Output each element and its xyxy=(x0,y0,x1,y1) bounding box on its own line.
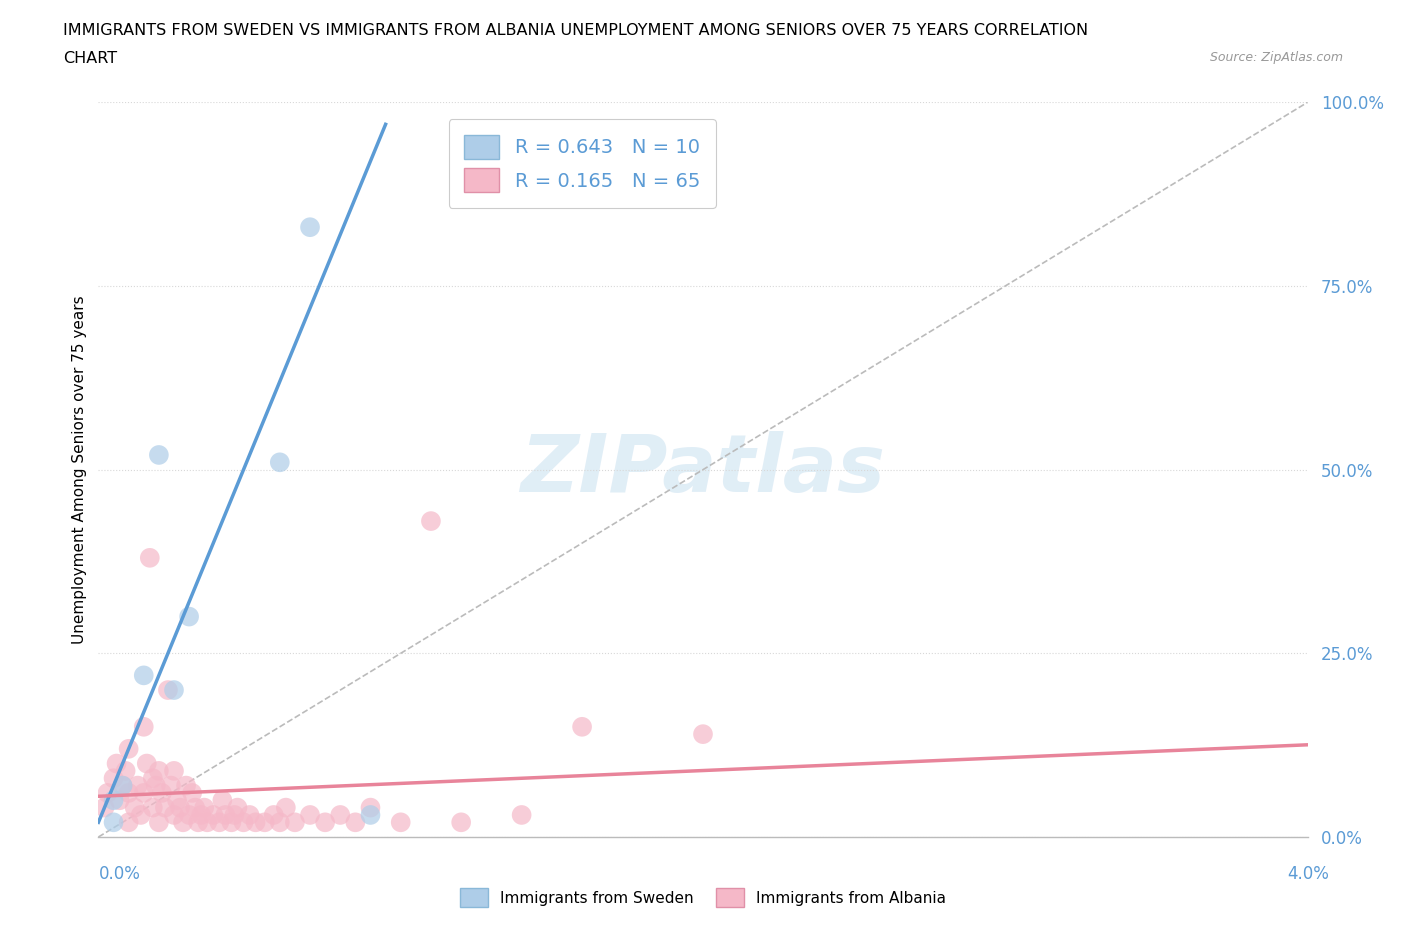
Point xyxy=(160,778,183,793)
Legend: Immigrants from Sweden, Immigrants from Albania: Immigrants from Sweden, Immigrants from … xyxy=(454,883,952,913)
Point xyxy=(169,800,191,815)
Text: IMMIGRANTS FROM SWEDEN VS IMMIGRANTS FROM ALBANIA UNEMPLOYMENT AMONG SENIORS OVE: IMMIGRANTS FROM SWEDEN VS IMMIGRANTS FRO… xyxy=(63,23,1088,38)
Point xyxy=(420,513,443,528)
Point xyxy=(103,815,125,830)
Point xyxy=(692,726,714,741)
Point xyxy=(114,764,136,778)
Point xyxy=(132,668,155,683)
Point xyxy=(132,720,155,735)
Point xyxy=(148,764,170,778)
Point xyxy=(510,807,533,822)
Point xyxy=(166,792,188,807)
Point xyxy=(221,815,243,830)
Point xyxy=(139,551,162,565)
Point xyxy=(239,807,262,822)
Point xyxy=(103,792,125,807)
Point xyxy=(226,800,249,815)
Point xyxy=(132,786,155,801)
Point xyxy=(142,800,165,815)
Point xyxy=(124,800,146,815)
Point xyxy=(214,807,236,822)
Point xyxy=(329,807,352,822)
Text: CHART: CHART xyxy=(63,51,117,66)
Point xyxy=(118,741,141,756)
Point xyxy=(111,778,134,793)
Point xyxy=(135,756,157,771)
Point xyxy=(344,815,367,830)
Point xyxy=(450,815,472,830)
Text: ZIPatlas: ZIPatlas xyxy=(520,431,886,509)
Text: 4.0%: 4.0% xyxy=(1286,865,1329,883)
Point xyxy=(163,683,186,698)
Point xyxy=(127,778,149,793)
Point xyxy=(129,807,152,822)
Text: 0.0%: 0.0% xyxy=(98,865,141,883)
Point xyxy=(148,447,170,462)
Point xyxy=(202,807,225,822)
Point xyxy=(156,683,179,698)
Point xyxy=(269,455,291,470)
Point xyxy=(179,807,201,822)
Point xyxy=(232,815,254,830)
Point xyxy=(96,786,118,801)
Point xyxy=(142,771,165,786)
Point xyxy=(193,800,215,815)
Point xyxy=(253,815,276,830)
Point xyxy=(174,778,197,793)
Point xyxy=(150,786,173,801)
Point xyxy=(163,764,186,778)
Point xyxy=(224,807,246,822)
Point xyxy=(118,815,141,830)
Point xyxy=(153,800,176,815)
Point xyxy=(208,815,231,830)
Text: Source: ZipAtlas.com: Source: ZipAtlas.com xyxy=(1209,51,1343,64)
Y-axis label: Unemployment Among Seniors over 75 years: Unemployment Among Seniors over 75 years xyxy=(72,296,87,644)
Point xyxy=(172,815,194,830)
Point xyxy=(269,815,291,830)
Point xyxy=(187,815,209,830)
Point xyxy=(190,807,212,822)
Point xyxy=(211,792,233,807)
Point xyxy=(184,800,207,815)
Point xyxy=(245,815,267,830)
Point xyxy=(571,720,593,735)
Point xyxy=(263,807,285,822)
Point xyxy=(360,807,382,822)
Point xyxy=(103,771,125,786)
Point xyxy=(195,815,218,830)
Point xyxy=(389,815,412,830)
Point xyxy=(299,807,322,822)
Point xyxy=(360,800,382,815)
Point xyxy=(299,219,322,234)
Point xyxy=(163,807,186,822)
Legend: R = 0.643   N = 10, R = 0.165   N = 65: R = 0.643 N = 10, R = 0.165 N = 65 xyxy=(449,119,716,207)
Point xyxy=(148,815,170,830)
Point xyxy=(145,778,167,793)
Point xyxy=(179,609,201,624)
Point xyxy=(118,786,141,801)
Point xyxy=(181,786,204,801)
Point xyxy=(93,800,115,815)
Point xyxy=(314,815,336,830)
Point xyxy=(274,800,297,815)
Point xyxy=(284,815,307,830)
Point xyxy=(108,792,131,807)
Point xyxy=(105,756,128,771)
Point xyxy=(111,778,134,793)
